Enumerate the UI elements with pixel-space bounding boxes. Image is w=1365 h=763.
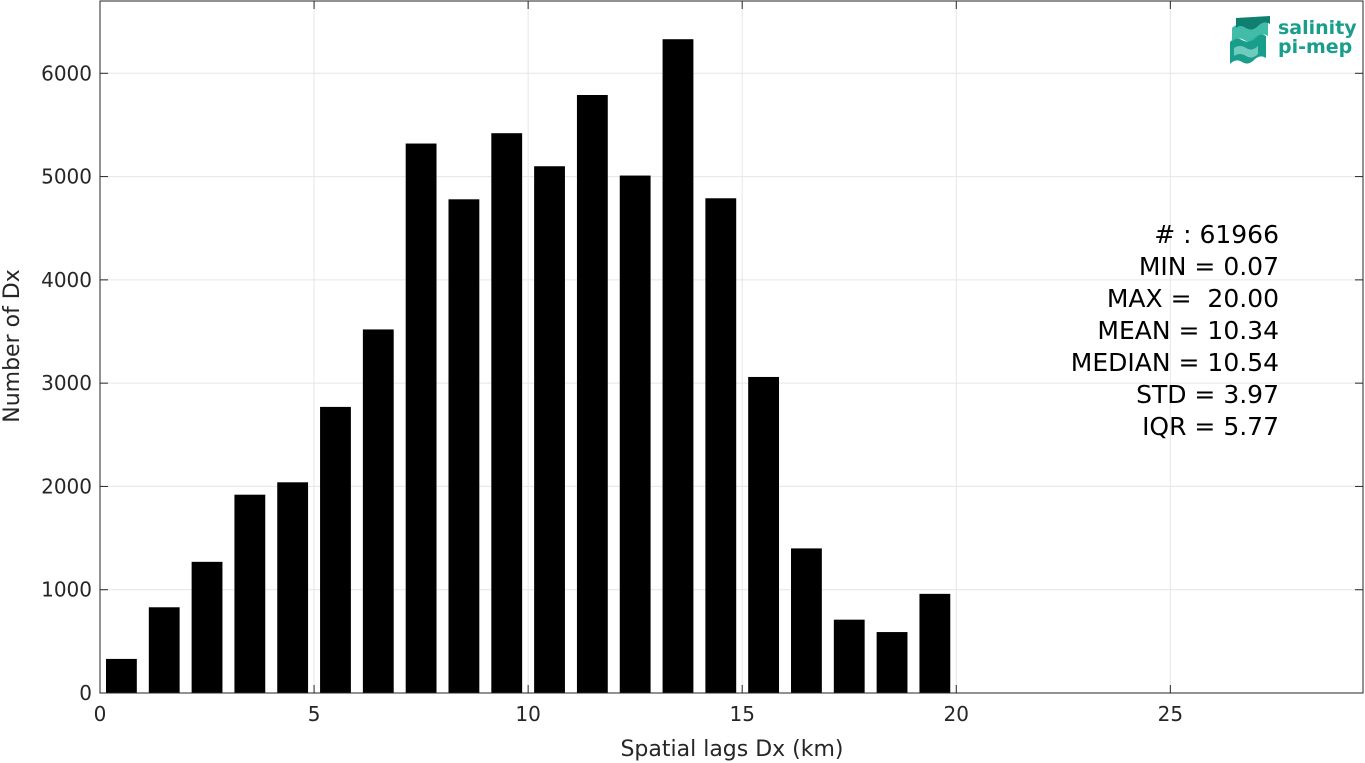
x-tick-label: 5 xyxy=(308,702,321,726)
histogram-bar xyxy=(362,329,394,693)
stat-line: MEAN = 10.34 xyxy=(1097,316,1279,345)
histogram-bar xyxy=(705,198,737,693)
histogram-bar xyxy=(833,619,865,693)
histogram-bar xyxy=(748,376,780,693)
histogram-bar xyxy=(619,175,651,693)
salinity-pi-mep-logo: salinity pi-mep xyxy=(1230,16,1357,64)
y-tick-label: 6000 xyxy=(41,61,92,85)
x-tick-label: 10 xyxy=(515,702,540,726)
histogram-bar xyxy=(791,548,822,693)
bars xyxy=(105,39,951,694)
y-tick-label: 5000 xyxy=(41,165,92,189)
histogram-bar xyxy=(105,658,137,693)
histogram-bar xyxy=(534,166,565,694)
histogram-bar xyxy=(191,561,223,693)
histogram-bar xyxy=(448,199,480,693)
histogram-bar xyxy=(919,593,951,693)
x-axis-ticks: 0 5 10 15 20 25 xyxy=(94,1,1183,726)
x-tick-label: 0 xyxy=(94,702,107,726)
waves-icon xyxy=(1230,16,1270,64)
x-tick-label: 20 xyxy=(944,702,969,726)
plot-frame xyxy=(99,0,1364,694)
y-tick-label: 1000 xyxy=(41,578,92,602)
histogram-bar xyxy=(320,406,351,693)
histogram-bar xyxy=(491,133,523,693)
histogram-bar xyxy=(662,39,694,694)
logo-line-2: pi-mep xyxy=(1278,36,1352,58)
y-tick-label: 0 xyxy=(79,681,92,705)
y-tick-label: 3000 xyxy=(41,371,92,395)
histogram-bar xyxy=(576,94,608,694)
stat-line: MIN = 0.07 xyxy=(1139,252,1279,281)
y-tick-label: 4000 xyxy=(41,268,92,292)
stats-annotation: # : 61966 MIN = 0.07 MAX = 20.00 MEAN = 10.… xyxy=(1071,220,1279,441)
stat-line: STD = 3.97 xyxy=(1136,380,1279,409)
x-tick-label: 15 xyxy=(729,702,754,726)
y-axis-ticks: 0 1000 2000 3000 4000 5000 6000 xyxy=(41,61,1363,705)
x-axis-label: Spatial lags Dx (km) xyxy=(620,737,843,762)
y-axis-label: Number of Dx xyxy=(0,269,25,423)
stat-line: IQR = 5.77 xyxy=(1142,412,1279,441)
histogram-bar xyxy=(234,494,266,693)
histogram-bar xyxy=(148,607,180,693)
stat-line: # : 61966 xyxy=(1154,220,1279,249)
histogram-bar xyxy=(277,482,309,693)
stat-line: MEDIAN = 10.54 xyxy=(1071,348,1279,377)
x-tick-label: 25 xyxy=(1158,702,1183,726)
stat-line: MAX = 20.00 xyxy=(1107,284,1279,313)
logo-line-1: salinity xyxy=(1278,17,1357,39)
histogram-bar xyxy=(405,143,437,693)
histogram-bar xyxy=(876,632,908,693)
y-tick-label: 2000 xyxy=(41,474,92,498)
